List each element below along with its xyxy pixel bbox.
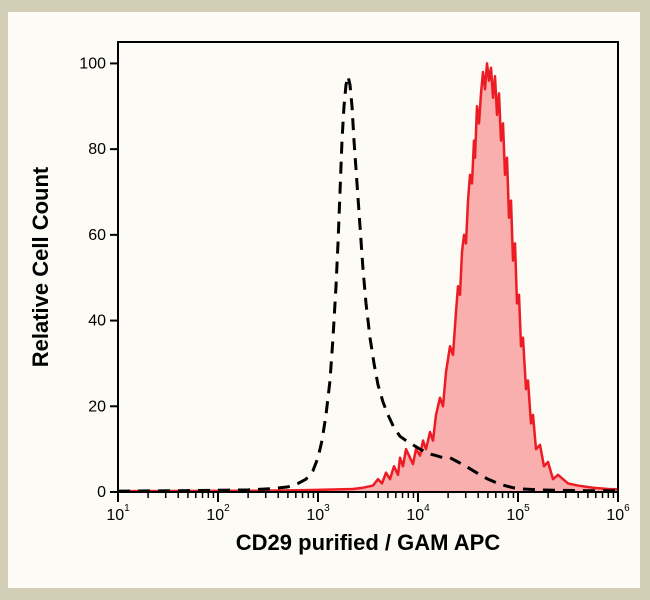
stage: 0 20 40 60 80 100 101 102 103 104 105 106 CD29 purif… (0, 0, 650, 600)
x-tick-label: 105 (506, 503, 530, 524)
series-positive-line (118, 63, 618, 491)
y-tick-label: 20 (88, 398, 106, 415)
x-tick-label: 103 (306, 503, 330, 524)
y-tick-label: 40 (88, 313, 106, 330)
paper: 0 20 40 60 80 100 101 102 103 104 105 106 CD29 purif… (8, 12, 640, 588)
y-tick-label: 60 (88, 227, 106, 244)
x-tick-label: 101 (106, 503, 130, 524)
x-tick-label: 102 (206, 503, 230, 524)
y-tick-label: 100 (79, 55, 106, 72)
y-tick-label: 0 (97, 484, 106, 501)
x-tick-label: 104 (406, 503, 430, 524)
y-axis-label: Relative Cell Count (28, 166, 53, 367)
x-axis-label: CD29 purified / GAM APC (236, 530, 501, 555)
y-tick-label: 80 (88, 141, 106, 158)
flow-histogram: 0 20 40 60 80 100 101 102 103 104 105 106 CD29 purif… (8, 12, 640, 588)
plot-frame (118, 42, 618, 492)
x-tick-label: 106 (606, 503, 630, 524)
series-control-line (118, 76, 618, 491)
series-positive-fill (118, 63, 618, 492)
